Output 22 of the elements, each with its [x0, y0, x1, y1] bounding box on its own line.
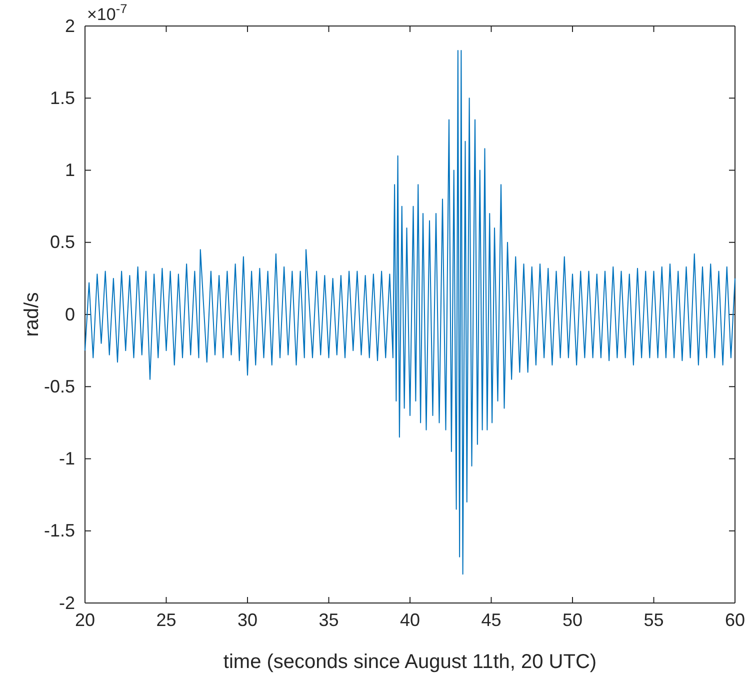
y-tick-label: -0.5 — [44, 376, 75, 396]
y-tick-label: 1.5 — [50, 88, 75, 108]
y-tick-label: 2 — [64, 16, 75, 36]
y-tick-label: -1.5 — [44, 520, 75, 541]
x-tick-label: 55 — [644, 610, 664, 630]
x-tick-label: 60 — [724, 610, 746, 630]
y-tick-label: 1 — [64, 160, 75, 180]
y-axis-title: rad/s — [21, 292, 43, 337]
x-axis-title: time (seconds since August 11th, 20 UTC) — [223, 651, 597, 673]
x-tick-label: 25 — [156, 610, 176, 630]
x-tick-label: 40 — [400, 610, 420, 630]
x-tick-label: 20 — [74, 610, 96, 630]
x-tick-label: 45 — [481, 610, 502, 630]
y-tick-label: -2 — [58, 592, 75, 613]
x-tick-label: 30 — [237, 610, 258, 630]
x-tick-label: 50 — [562, 610, 583, 630]
y-tick-label: 0.5 — [50, 232, 75, 252]
y-tick-label: 0 — [64, 304, 75, 324]
line-series — [84, 50, 736, 575]
y-tick-label: -1 — [58, 448, 75, 469]
text: ×10$^{-7}$ — [87, 0, 128, 24]
x-tick-label: 35 — [318, 610, 339, 630]
